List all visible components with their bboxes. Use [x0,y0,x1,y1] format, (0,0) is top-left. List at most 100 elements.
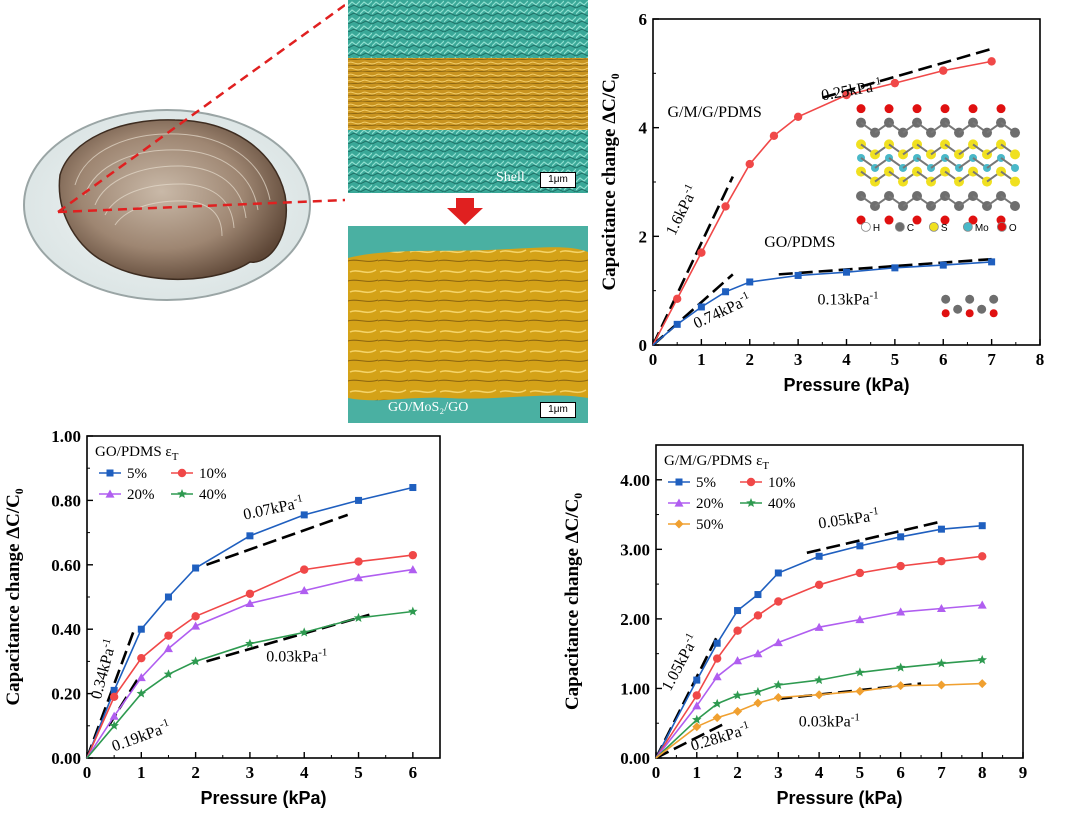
data-point [855,568,865,578]
data-point [733,706,743,716]
annotation-label: GO/PDMS [764,234,835,251]
legend-marker [177,489,187,498]
carbon-atom [941,294,951,304]
fit-line [655,722,726,760]
data-point [722,288,730,296]
data-point [692,714,702,724]
data-point [300,511,308,519]
data-point [354,557,363,566]
legend-label: 5% [696,475,716,491]
sem-scale-bar-top: 1μm [540,172,576,188]
data-point [693,676,701,684]
series-line [86,486,413,759]
data-point [109,720,119,730]
x-tick-label: 6 [409,763,418,782]
data-point [692,691,701,700]
x-axis-label: Pressure (kPa) [200,788,326,808]
x-axis-label: Pressure (kPa) [776,788,902,808]
annotation-label: 0.05kPa-1 [817,505,880,532]
data-point [245,638,255,648]
atom-legend-label: Mo [975,223,989,234]
data-point [733,656,743,665]
shell-photo [23,3,345,301]
data-point [713,639,721,647]
legend-label: 20% [127,487,155,503]
annotation-label: 0.13kPa-1 [817,289,878,308]
data-point [409,484,417,492]
oxygen-atom [884,104,894,114]
oxygen-atom [941,309,950,318]
y-tick-label: 3.00 [620,540,650,559]
carbon-atom [1010,127,1021,138]
atom-legend-marker [860,221,871,232]
y-axis-label: Capacitance change ΔC/C₀ [599,73,620,290]
chart-a: 0 1 2 3 4 5 6 7 8 0 2 4 6 Pressure (kPa) Capacitance c… [599,10,1044,395]
x-tick-label: 1 [137,763,146,782]
annotation-label: 1.6kPa-1 [661,182,701,238]
data-point [746,278,754,286]
data-point [246,532,254,540]
carbon-atom [977,304,987,314]
y-tick-label: 2 [639,227,648,246]
data-point [408,565,418,574]
data-point [673,320,681,328]
data-point [137,625,145,633]
x-tick-label: 6 [939,350,948,369]
data-point [937,525,945,533]
y-axis-label: Capacitance change ΔC/C₀ [562,493,583,710]
shell-photo-panel [0,0,345,320]
fit-line [651,176,734,346]
data-point [300,565,309,574]
x-tick-label: 2 [746,350,755,369]
legend-label: 40% [768,496,796,512]
data-point [794,271,802,279]
data-point [299,627,309,637]
x-tick-label: 5 [856,763,865,782]
oxygen-atom [996,104,1006,114]
data-point [937,556,946,566]
data-point [769,131,779,141]
series-40 [655,654,987,759]
atom-legend-marker [894,221,905,232]
legend-marker [106,469,114,477]
carbon-atom [1010,201,1021,212]
data-point [936,658,947,668]
data-point [774,597,783,606]
series-40 [86,606,418,759]
y-tick-label: 1.00 [51,427,81,446]
x-tick-label: 2 [733,763,742,782]
sem-go-mos2-go-label: GO/MoS₂/GO [388,400,469,415]
annotation-label: 0.25kPa-1 [820,75,884,104]
data-point [939,261,947,269]
fit-line [652,273,734,346]
y-tick-label: 0.00 [620,749,650,768]
data-point [109,711,119,720]
data-point [987,57,996,66]
legend-label: 20% [696,496,724,512]
data-point [712,654,722,663]
legend-title: G/M/G/PDMS εT [664,453,769,472]
x-tick-label: 3 [774,763,783,782]
data-point [977,679,987,689]
fit-line [821,47,992,100]
data-point [977,600,987,609]
x-tick-label: 8 [978,763,987,782]
series-line [652,261,992,346]
oxygen-atom [965,309,974,318]
series-5 [86,484,417,759]
oxygen-atom [940,215,950,225]
legend-marker [675,478,683,486]
molybdenum-atom [1011,163,1020,172]
oxygen-atom [940,104,950,114]
data-point [192,564,200,572]
y-tick-label: 6 [639,10,648,29]
x-tick-label: 5 [891,350,900,369]
data-point [408,606,418,616]
oxygen-atom [856,215,866,225]
data-point [814,675,824,685]
data-point [712,672,722,681]
data-point [936,680,946,690]
data-point [163,644,173,653]
plot-frame [86,435,441,759]
data-point [773,638,783,647]
